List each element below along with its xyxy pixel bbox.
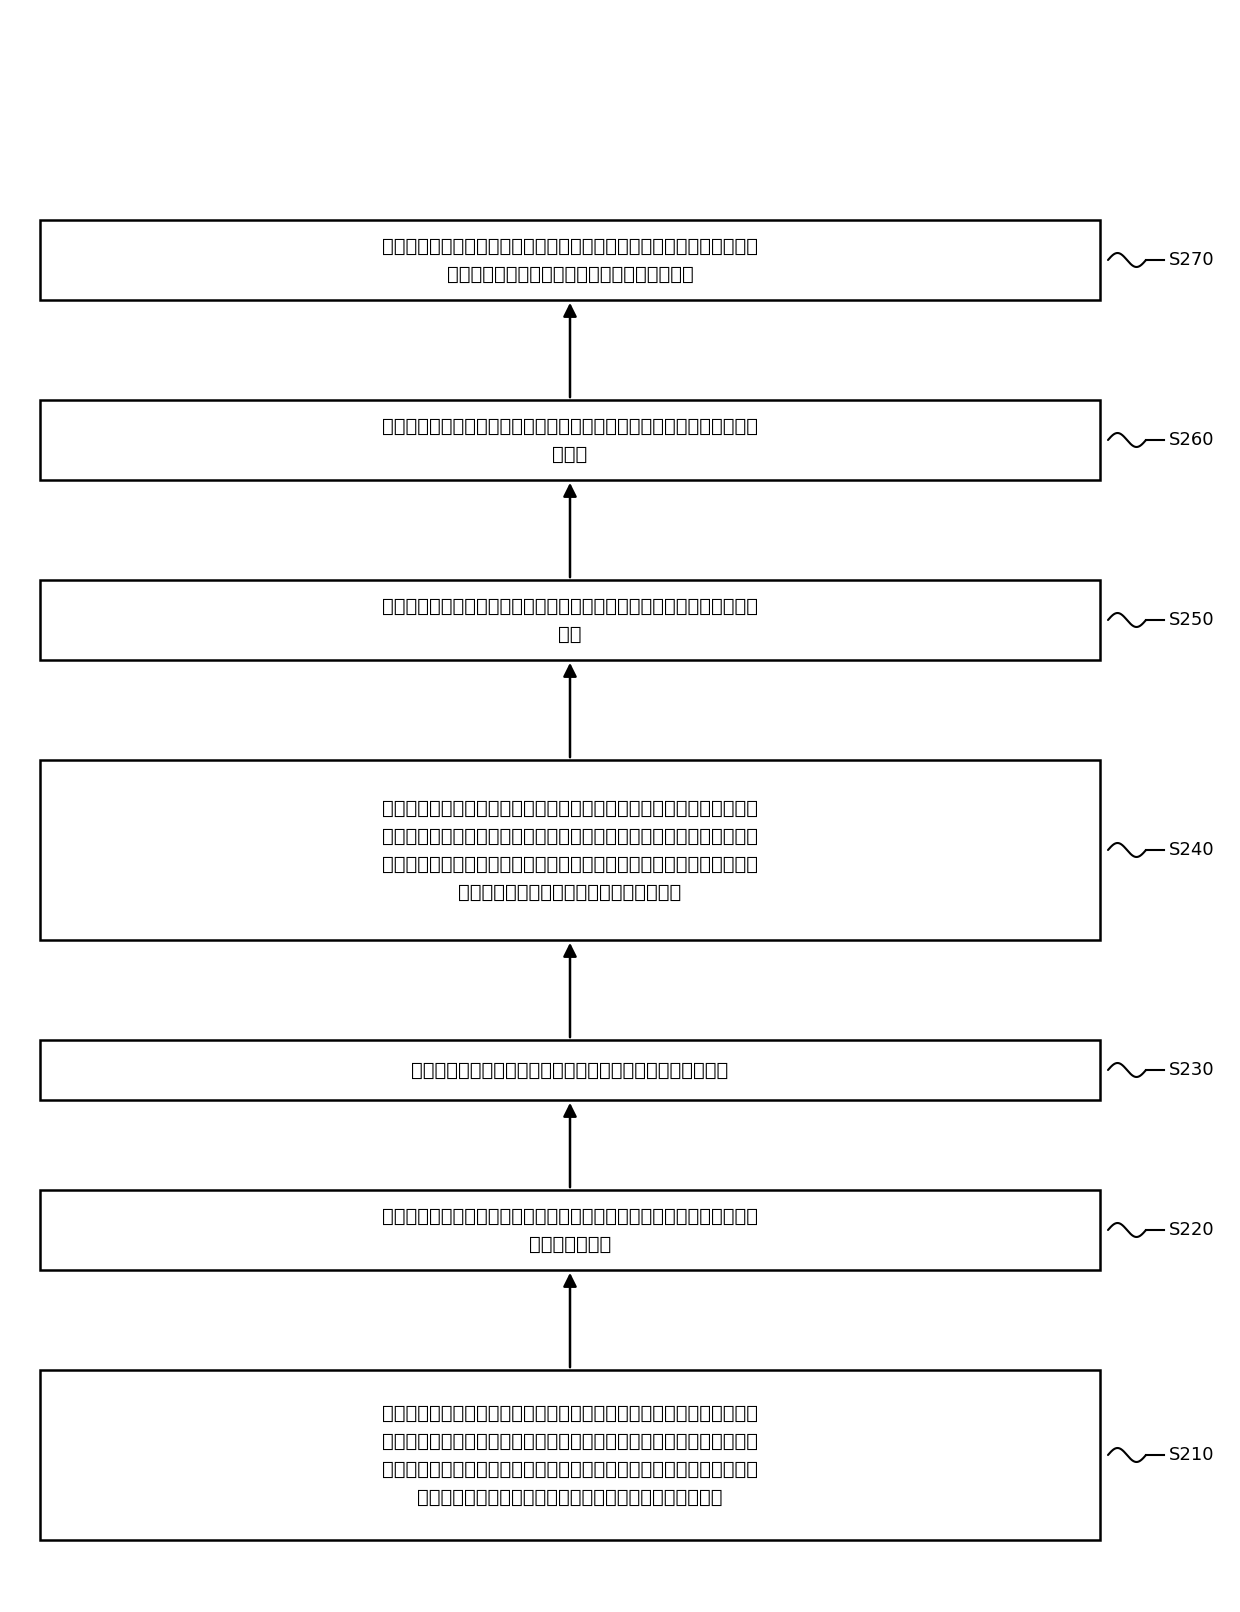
FancyBboxPatch shape [40,1370,1100,1539]
Text: 通过存储器模型根据存储器模型配置信息，实现数据存储功能: 通过存储器模型根据存储器模型配置信息，实现数据存储功能 [412,1061,729,1080]
Text: 通过激励模型产生被测电路模块的指令集合、互联电路模型配置信息以及
存储器模型配置信息，并将指令集合分别发送至主机电路模块和功能模拟
模型，将存储器模型配置信息分: 通过激励模型产生被测电路模块的指令集合、互联电路模型配置信息以及 存储器模型配置… [382,1404,758,1507]
FancyBboxPatch shape [40,580,1100,659]
Text: S210: S210 [1169,1446,1214,1464]
FancyBboxPatch shape [40,759,1100,940]
Text: 通过从机电路模块与主机电路模块协同工作，并将从机操作实际值发送至
计分板: 通过从机电路模块与主机电路模块协同工作，并将从机操作实际值发送至 计分板 [382,416,758,464]
Text: 通过互联电路模型根据互联电路配置信息，实现主机电路模块和从机电路
模块的互联功能: 通过互联电路模型根据互联电路配置信息，实现主机电路模块和从机电路 模块的互联功能 [382,1206,758,1254]
Text: 通过主机电路模块根据指令集合发起操作，并将主机操作实际值发送至计
分板: 通过主机电路模块根据指令集合发起操作，并将主机操作实际值发送至计 分板 [382,596,758,643]
Text: S270: S270 [1169,251,1215,269]
Text: S260: S260 [1169,430,1214,450]
FancyBboxPatch shape [40,1190,1100,1270]
FancyBboxPatch shape [40,219,1100,300]
Text: 通过计分板根据操作期待值、主机操作实际值和从机操作实际值，实现对
主机电路模块和从机电路模块间协同工作的验证: 通过计分板根据操作期待值、主机操作实际值和从机操作实际值，实现对 主机电路模块和… [382,237,758,284]
Text: S240: S240 [1169,841,1215,859]
Text: 通过功能模拟模型模拟包括主机电路模块、从机电路模块、存储器、以及
主机电路模块和从机电路模块之间互联电路的集成芯片的功能，在根据互
联电路模型配置信息以及存储器: 通过功能模拟模型模拟包括主机电路模块、从机电路模块、存储器、以及 主机电路模块和… [382,798,758,901]
FancyBboxPatch shape [40,1040,1100,1099]
FancyBboxPatch shape [40,400,1100,480]
Text: S220: S220 [1169,1220,1215,1240]
Text: S230: S230 [1169,1061,1215,1078]
Text: S250: S250 [1169,611,1215,629]
